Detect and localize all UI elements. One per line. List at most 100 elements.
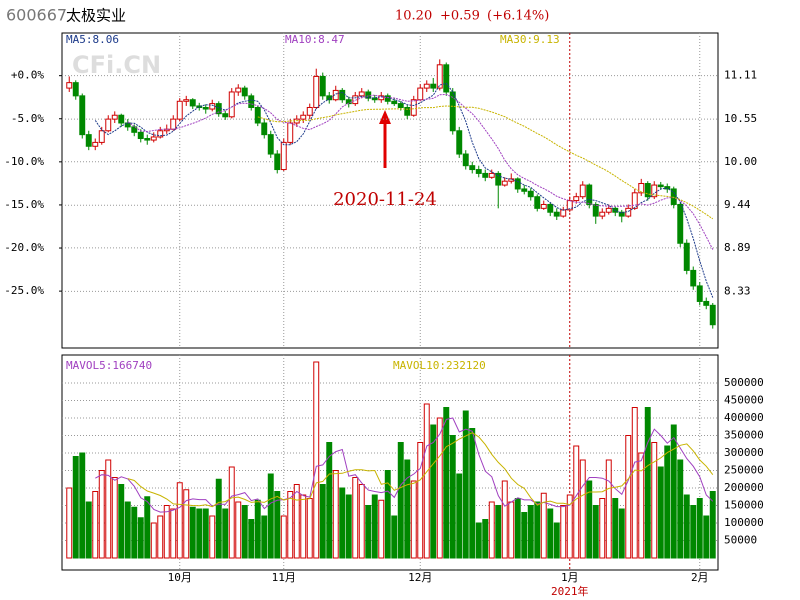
y2-tick-label: -15.0% (4, 198, 44, 211)
volume-bar (573, 445, 580, 559)
candle-body (683, 242, 690, 271)
y2-tick-label: -5.0% (11, 112, 44, 125)
candle-body (313, 75, 320, 108)
y-tick-label: 9.44 (724, 198, 751, 211)
candle-body (79, 95, 86, 136)
volume-bar (436, 417, 443, 559)
volume-bar (85, 501, 92, 559)
candle-body (170, 118, 177, 130)
volume-bar (280, 515, 287, 559)
volume-bar (391, 515, 398, 559)
volume-bar (462, 410, 469, 559)
volume-bar (163, 505, 170, 559)
price-panel (61, 32, 719, 349)
candle-body (644, 183, 651, 198)
candle-body (319, 75, 326, 97)
volume-tick-label: 100000 (724, 516, 764, 529)
y2-tick-label: -20.0% (4, 241, 44, 254)
candle-body (599, 211, 606, 217)
volume-bar (709, 491, 716, 559)
volume-bar (378, 499, 385, 559)
volume-bar (670, 424, 677, 559)
volume-bar (664, 445, 671, 559)
candle-body (488, 172, 495, 178)
volume-bar (703, 515, 710, 559)
volume-bar (118, 484, 125, 559)
volume-bar (566, 494, 573, 559)
volume-bar (404, 459, 411, 559)
candle-body (137, 131, 144, 140)
volume-bar (313, 361, 320, 559)
candle-body (72, 82, 79, 97)
candle-body (586, 184, 593, 205)
volume-bar (696, 498, 703, 559)
y2-tick-label: +0.0% (11, 69, 44, 82)
candle-body (436, 64, 443, 89)
volume-bar (534, 501, 541, 559)
candle-body (339, 89, 346, 101)
candle-body (274, 153, 281, 171)
volume-bar (92, 491, 99, 559)
x-tick-label: 10月 (168, 571, 192, 584)
candle-body (605, 207, 612, 213)
change-pct: (+6.14%) (487, 9, 549, 24)
volume-bar (599, 498, 606, 559)
volume-bar (638, 452, 645, 559)
volume-bar (560, 505, 567, 559)
volume-bar (137, 517, 144, 559)
change: +0.59 (440, 9, 480, 24)
volume-bar (631, 407, 638, 559)
candle-body (508, 178, 515, 182)
volume-bar (417, 442, 424, 559)
x-tick-label: 1月 (561, 571, 579, 584)
volume-bar (332, 470, 339, 559)
candle-body (449, 91, 456, 132)
volume-tick-label: 200000 (724, 481, 764, 494)
candle-body (183, 99, 190, 102)
volume-bar (241, 505, 248, 559)
volume-bar (131, 506, 138, 559)
candle-body (85, 134, 92, 147)
volume-bar (267, 473, 274, 559)
volume-bar (501, 480, 508, 559)
volume-bar (449, 435, 456, 559)
watermark: CFi.CN (72, 51, 161, 79)
volume-tick-label: 400000 (724, 411, 764, 424)
candle-body (209, 103, 216, 110)
volume-bar (202, 508, 209, 559)
volume-bar (625, 435, 632, 559)
volume-bar (358, 484, 365, 559)
volume-bar (540, 492, 547, 559)
candle-body (677, 203, 684, 244)
candle-body (540, 203, 547, 209)
volume-bar (306, 498, 313, 559)
volume-bar (508, 501, 515, 559)
volume-bar (215, 478, 222, 559)
volume-bar (157, 515, 164, 559)
y-tick-label: 8.89 (724, 241, 751, 254)
annotation: 2020-11-24 (333, 189, 437, 210)
volume-bar (352, 477, 359, 559)
candle-body (501, 180, 508, 186)
candle-body (280, 141, 287, 171)
volume-bar (657, 466, 664, 559)
volume-bar (371, 494, 378, 559)
volume-bar (111, 477, 118, 559)
candle-body (157, 130, 164, 138)
volume-bar (644, 407, 651, 559)
candle-body (144, 138, 151, 141)
volume-bar (176, 482, 183, 559)
candle-body (553, 211, 560, 217)
candle-body (118, 114, 125, 124)
volume-bar (319, 484, 326, 559)
candle-body (631, 192, 638, 209)
candle-body (131, 126, 138, 133)
candle-body (300, 114, 307, 120)
y2-tick-label: -10.0% (4, 155, 44, 168)
y-tick-label: 10.00 (724, 155, 757, 168)
candle-body (430, 83, 437, 89)
candle-body (358, 91, 365, 97)
y-tick-label: 10.55 (724, 112, 757, 125)
candle-body (352, 95, 359, 105)
candle-body (332, 89, 339, 101)
